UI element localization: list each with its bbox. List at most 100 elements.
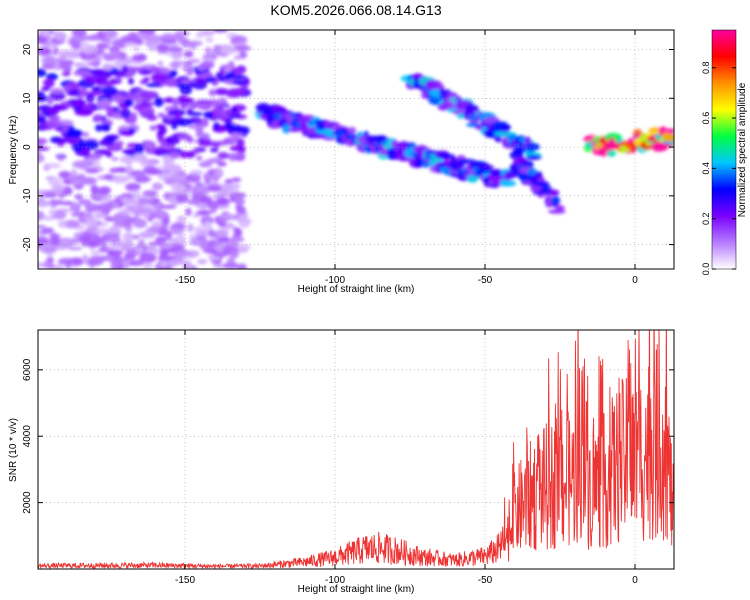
spectrogram-cell	[189, 238, 203, 246]
spectrogram-cell	[85, 93, 95, 103]
spectrogram-cell	[217, 204, 230, 210]
snr-frame	[37, 329, 675, 570]
spectrogram-cell	[81, 132, 90, 138]
spectrogram-cell	[130, 111, 138, 122]
spectrogram-cell	[163, 217, 170, 226]
spectrogram-cell	[230, 192, 247, 199]
spectrogram-cell	[84, 168, 100, 174]
spectrogram-cell	[147, 44, 158, 51]
spectrogram-cell	[196, 155, 203, 161]
spectrogram-cell	[183, 50, 194, 58]
spectrogram-cell	[155, 212, 167, 220]
spectrogram-cell	[46, 96, 54, 105]
spectrogram-cell	[38, 152, 43, 163]
spectrogram-cell	[525, 154, 542, 161]
spectrogram-cell	[231, 80, 248, 86]
spectrogram-cell	[57, 257, 76, 266]
spectrogram-cell	[43, 78, 55, 88]
spectrogram-cell	[195, 103, 208, 109]
spectrogram-cell	[53, 31, 67, 42]
spectrogram-cell	[38, 68, 47, 77]
colorbar-tick-label: 0.4	[701, 162, 711, 175]
spectrogram-cell	[100, 37, 110, 42]
spectrogram-cell	[170, 49, 184, 60]
spectrogram-cell	[213, 113, 229, 120]
y-tick-label: -10	[22, 188, 33, 203]
spectrogram-cell	[38, 230, 50, 235]
spectrogram-cell	[113, 241, 125, 250]
spectrogram-cell	[236, 138, 245, 148]
snr-xlabel: Height of straight line (km)	[298, 584, 415, 595]
spectrogram-cell	[137, 238, 146, 249]
spectrogram-cell	[151, 220, 163, 228]
spectrogram-cell	[190, 184, 209, 194]
spectrogram-cell	[92, 113, 103, 122]
spectrogram-cell	[121, 64, 129, 75]
spectrogram-cell	[111, 156, 119, 162]
spectrogram-cell	[104, 233, 121, 243]
spectrogram-cell	[90, 249, 102, 256]
spectrogram-cell	[48, 91, 66, 101]
spectrogram-cell	[171, 222, 186, 230]
spectrogram-cell	[234, 198, 246, 206]
spectrogram-cell	[194, 99, 212, 105]
spectrogram-cell	[154, 97, 164, 107]
spectrogram-cell	[106, 249, 124, 257]
spectrogram-cell	[70, 178, 83, 186]
colorbar-tick-label: 0.2	[701, 212, 711, 225]
spectrogram-cell	[97, 71, 112, 80]
spectrogram-cell	[229, 239, 239, 248]
spectrogram-cell	[187, 81, 197, 88]
spectrogram-cell	[204, 46, 212, 55]
spectrogram-cell	[80, 176, 98, 185]
spectrogram-cell	[42, 43, 59, 48]
spectrogram-cell	[53, 264, 64, 269]
spectrogram-cell	[94, 228, 112, 235]
spectrogram-cell	[93, 149, 111, 156]
spectrogram-cell	[113, 140, 125, 147]
spectrogram-cell	[202, 172, 213, 181]
spectrogram-cell	[217, 220, 227, 228]
spectrogram-cell	[103, 135, 117, 142]
spectrogram-cell	[195, 32, 205, 39]
spectrogram-cell	[85, 217, 100, 227]
spectrogram-cell	[170, 184, 187, 192]
chart-title: KOM5.2026.066.08.14.G13	[270, 2, 441, 18]
spectrogram-cell	[45, 107, 59, 116]
spectrogram-cell	[137, 196, 148, 203]
spectrogram-cell	[186, 173, 201, 183]
spectrogram-cell	[70, 202, 79, 210]
spectrogram-cell	[190, 42, 197, 50]
spectrogram-cell	[169, 61, 181, 69]
colorbar-tick-label: 0.8	[701, 61, 711, 74]
y-tick-label: -20	[22, 237, 33, 252]
spectrogram-cell	[172, 98, 179, 109]
spectrogram-cell	[82, 254, 89, 264]
spectrogram-cell	[70, 39, 81, 49]
spectrogram-cell	[606, 149, 617, 157]
spectrogram-cell	[208, 208, 217, 214]
spectrogram-cell	[119, 155, 136, 164]
spectrogram-cell	[38, 110, 44, 117]
spectrogram-cell	[234, 125, 250, 135]
spectrogram-cell	[61, 124, 69, 133]
spectrogram-cell	[43, 163, 62, 169]
spectrogram-cell	[167, 259, 181, 267]
spectrogram-cell	[201, 117, 209, 128]
spectrogram-cell	[84, 203, 101, 213]
spectrogram-frame	[37, 29, 675, 270]
spectrogram-cell	[286, 127, 303, 133]
spectrogram-cell	[109, 224, 120, 235]
spectrogram-cell	[71, 30, 87, 37]
spectrogram-cell	[109, 167, 120, 174]
colorbar-label: Normalized spectral amplitude	[737, 82, 748, 217]
spectrogram-cell	[112, 39, 129, 49]
spectrogram-cell	[87, 61, 101, 66]
spectrogram-cell	[131, 54, 147, 62]
spectrogram-cell	[220, 45, 237, 55]
spectrogram-cell	[112, 213, 128, 222]
spectrogram-cell	[199, 229, 209, 238]
spectrogram-cell	[664, 128, 674, 133]
spectrogram-cell	[63, 219, 81, 229]
